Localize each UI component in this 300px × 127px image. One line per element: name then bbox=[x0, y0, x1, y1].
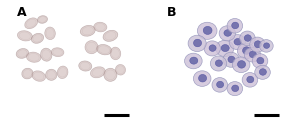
Ellipse shape bbox=[91, 67, 105, 78]
Ellipse shape bbox=[219, 26, 236, 41]
Ellipse shape bbox=[216, 40, 234, 57]
Ellipse shape bbox=[97, 44, 112, 55]
Ellipse shape bbox=[194, 39, 202, 47]
Ellipse shape bbox=[232, 22, 239, 29]
Ellipse shape bbox=[257, 57, 264, 64]
Ellipse shape bbox=[260, 40, 273, 52]
Ellipse shape bbox=[45, 27, 55, 40]
Ellipse shape bbox=[94, 22, 107, 32]
Ellipse shape bbox=[237, 43, 255, 59]
Ellipse shape bbox=[224, 30, 232, 36]
Ellipse shape bbox=[26, 52, 41, 62]
Ellipse shape bbox=[252, 54, 268, 68]
Ellipse shape bbox=[188, 35, 206, 52]
Ellipse shape bbox=[244, 35, 251, 41]
Ellipse shape bbox=[227, 19, 243, 33]
Ellipse shape bbox=[215, 60, 222, 66]
Ellipse shape bbox=[203, 26, 212, 34]
Ellipse shape bbox=[80, 25, 95, 36]
Ellipse shape bbox=[17, 31, 32, 41]
Ellipse shape bbox=[242, 73, 258, 87]
Ellipse shape bbox=[238, 61, 246, 68]
Ellipse shape bbox=[229, 35, 245, 50]
Ellipse shape bbox=[221, 45, 229, 52]
Ellipse shape bbox=[85, 41, 98, 54]
Ellipse shape bbox=[31, 33, 44, 43]
Ellipse shape bbox=[232, 85, 239, 92]
Ellipse shape bbox=[240, 31, 255, 46]
Ellipse shape bbox=[57, 66, 68, 78]
Ellipse shape bbox=[204, 41, 220, 56]
Ellipse shape bbox=[116, 65, 125, 75]
Ellipse shape bbox=[247, 76, 254, 83]
Ellipse shape bbox=[244, 47, 261, 62]
Ellipse shape bbox=[209, 45, 216, 51]
Ellipse shape bbox=[32, 71, 46, 81]
Ellipse shape bbox=[255, 65, 270, 79]
Ellipse shape bbox=[249, 51, 256, 58]
Ellipse shape bbox=[232, 57, 250, 73]
Ellipse shape bbox=[228, 56, 235, 63]
Ellipse shape bbox=[223, 52, 239, 67]
Ellipse shape bbox=[38, 16, 47, 23]
Text: B: B bbox=[167, 6, 176, 19]
Ellipse shape bbox=[51, 48, 64, 57]
Ellipse shape bbox=[197, 22, 217, 39]
Ellipse shape bbox=[16, 49, 28, 58]
Ellipse shape bbox=[212, 78, 228, 92]
Ellipse shape bbox=[199, 74, 207, 82]
Ellipse shape bbox=[194, 71, 211, 86]
Ellipse shape bbox=[227, 82, 243, 96]
Ellipse shape bbox=[103, 30, 118, 41]
Ellipse shape bbox=[40, 48, 52, 61]
Ellipse shape bbox=[254, 41, 261, 48]
Ellipse shape bbox=[260, 69, 266, 75]
Ellipse shape bbox=[190, 57, 198, 64]
Ellipse shape bbox=[79, 61, 92, 71]
Ellipse shape bbox=[243, 47, 250, 54]
Ellipse shape bbox=[264, 43, 270, 48]
Ellipse shape bbox=[104, 68, 117, 81]
Ellipse shape bbox=[25, 18, 38, 29]
Ellipse shape bbox=[210, 56, 227, 71]
Ellipse shape bbox=[110, 47, 121, 60]
Ellipse shape bbox=[234, 38, 242, 45]
Text: A: A bbox=[17, 6, 27, 19]
Ellipse shape bbox=[217, 81, 224, 88]
Ellipse shape bbox=[46, 69, 57, 80]
Ellipse shape bbox=[184, 53, 202, 69]
Ellipse shape bbox=[22, 68, 33, 79]
Ellipse shape bbox=[250, 37, 265, 52]
